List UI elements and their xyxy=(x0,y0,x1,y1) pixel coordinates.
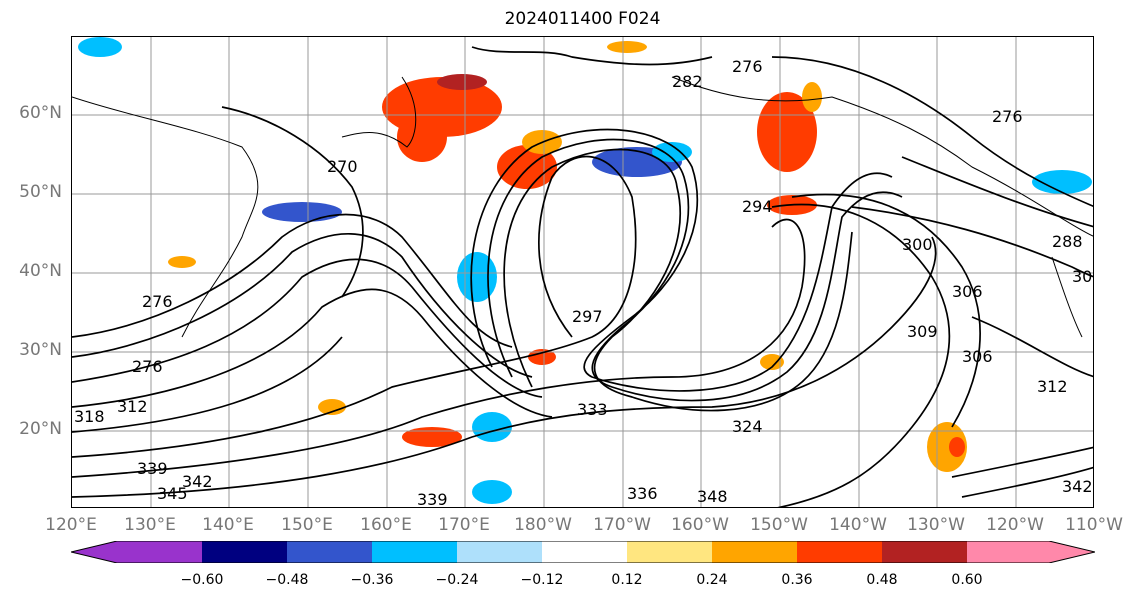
lon-label: 120°W xyxy=(986,515,1044,535)
lon-label: 170°W xyxy=(593,515,651,535)
lon-label: 180°W xyxy=(514,515,572,535)
colorbar-seg xyxy=(287,541,372,563)
colorbar-tick: −0.12 xyxy=(520,572,564,588)
lon-label: 160°E xyxy=(360,515,412,535)
colorbar-tick: 0.12 xyxy=(611,572,643,588)
contour-label: 336 xyxy=(627,484,658,503)
contour-label: 339 xyxy=(417,490,448,508)
colorbar-tick: 0.24 xyxy=(696,572,728,588)
colorbar-seg xyxy=(71,541,202,563)
colorbar-seg xyxy=(457,541,542,563)
colorbar-seg xyxy=(712,541,797,563)
contour-label: 348 xyxy=(697,487,728,506)
colorbar-seg xyxy=(967,541,1095,563)
contour-label-group: 270 276 276 276 276 282 288 294 297 300 … xyxy=(74,57,1094,508)
colorbar-tick: −0.24 xyxy=(435,572,479,588)
lon-label: 140°E xyxy=(202,515,254,535)
contour-label: 309 xyxy=(907,322,938,341)
lon-label: 110°W xyxy=(1065,515,1123,535)
lon-label: 120°E xyxy=(45,515,97,535)
contour-label: 318 xyxy=(74,407,105,426)
contour-label: 342 xyxy=(1062,477,1093,496)
map-panel: 270 276 276 276 276 282 288 294 297 300 … xyxy=(71,36,1094,508)
contour-label: 339 xyxy=(137,459,168,478)
lat-label-60n: 60°N xyxy=(19,103,62,123)
contour-label: 276 xyxy=(732,57,763,76)
contour-label: 345 xyxy=(157,484,188,503)
colorbar-seg xyxy=(372,541,457,563)
contour-label: 312 xyxy=(1037,377,1068,396)
lon-label: 140°W xyxy=(829,515,887,535)
contour-label: 270 xyxy=(327,157,358,176)
coastlines xyxy=(72,76,1093,338)
height-contours xyxy=(72,46,1093,507)
contour-label: 294 xyxy=(742,197,773,216)
contour-label: 306 xyxy=(952,282,983,301)
contour-label: 333 xyxy=(577,400,608,419)
contour-label: 306 xyxy=(962,347,993,366)
colorbar-seg xyxy=(882,541,967,563)
contour-label: 300 xyxy=(902,235,933,254)
map-svg: 270 276 276 276 276 282 288 294 297 300 … xyxy=(72,37,1094,508)
colorbar-seg xyxy=(202,541,287,563)
lat-label-30n: 30°N xyxy=(19,340,62,360)
colorbar-seg xyxy=(797,541,882,563)
colorbar-seg xyxy=(542,541,627,563)
contour-label: 303 xyxy=(1072,267,1094,286)
colorbar-tick: 0.48 xyxy=(866,572,898,588)
contour-label: 276 xyxy=(132,357,163,376)
contour-label: 312 xyxy=(117,397,148,416)
colorbar-tick: 0.60 xyxy=(951,572,983,588)
lat-label-50n: 50°N xyxy=(19,182,62,202)
colorbar-tick: −0.60 xyxy=(180,572,224,588)
colorbar xyxy=(71,541,1095,563)
colorbar-tick: −0.36 xyxy=(350,572,394,588)
colorbar-tick: −0.48 xyxy=(265,572,309,588)
contour-label: 276 xyxy=(142,292,173,311)
contour-label: 282 xyxy=(672,72,703,91)
contour-label: 288 xyxy=(1052,232,1083,251)
shading-layer xyxy=(78,37,1092,504)
lon-label: 160°W xyxy=(671,515,729,535)
contour-label: 324 xyxy=(732,417,763,436)
lon-label: 130°E xyxy=(124,515,176,535)
lon-label: 130°W xyxy=(907,515,965,535)
colorbar-tick: 0.36 xyxy=(781,572,813,588)
lon-label: 150°W xyxy=(750,515,808,535)
colorbar-seg xyxy=(627,541,712,563)
lon-label: 170°E xyxy=(438,515,490,535)
lon-label: 150°E xyxy=(281,515,333,535)
lat-label-40n: 40°N xyxy=(19,261,62,281)
contour-label: 342 xyxy=(182,472,213,491)
contour-label: 276 xyxy=(992,107,1023,126)
contour-label: 297 xyxy=(572,307,603,326)
lat-label-20n: 20°N xyxy=(19,419,62,439)
map-title: 2024011400 F024 xyxy=(504,9,661,29)
